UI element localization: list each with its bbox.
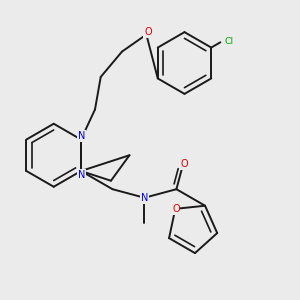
Text: N: N xyxy=(78,169,85,180)
Text: N: N xyxy=(78,131,85,141)
Text: O: O xyxy=(172,204,180,214)
Text: O: O xyxy=(144,27,152,37)
Text: O: O xyxy=(181,159,188,169)
Text: N: N xyxy=(141,193,148,203)
Text: Cl: Cl xyxy=(224,37,233,46)
